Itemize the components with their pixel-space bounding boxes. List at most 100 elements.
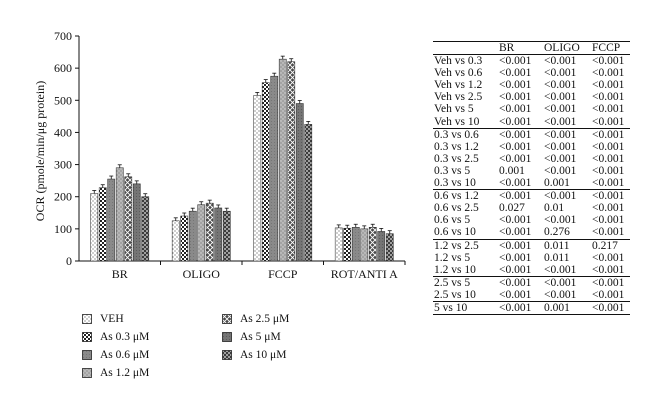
- comparison-cell: Veh vs 1.2: [434, 79, 483, 92]
- legend-label: As 10 μM: [240, 349, 287, 361]
- table-row: 5 vs 10 <0.001 0.001 <0.001: [433, 301, 630, 314]
- pvalue-cell: <0.001: [499, 239, 532, 252]
- pvalue-cell: 0.001: [544, 301, 570, 314]
- pvalue-cell: <0.001: [499, 251, 532, 264]
- bar: [197, 204, 206, 262]
- pvalue-cell: <0.001: [499, 103, 532, 116]
- comparison-cell: 1.2 vs 5: [434, 251, 471, 264]
- x-tick-label: ROT/ANTI A: [331, 267, 398, 281]
- pvalue-cell: <0.001: [592, 67, 625, 80]
- bar: [132, 183, 141, 262]
- comparison-cell: 5 vs 10: [434, 301, 468, 314]
- comparison-cell: 0.3 vs 0.6: [434, 128, 479, 141]
- table-row: 1.2 vs 10 <0.001 <0.001 <0.001: [433, 264, 630, 277]
- table-row: 2.5 vs 10 <0.001 <0.001 <0.001: [433, 289, 630, 302]
- comparison-cell: 2.5 vs 10: [434, 288, 476, 301]
- comparison-cell: 2.5 vs 5: [434, 276, 471, 289]
- bar: [98, 187, 107, 262]
- pvalue-cell: <0.001: [592, 103, 625, 116]
- legend-label: As 0.6 μM: [100, 349, 150, 361]
- legend-label: As 0.3 μM: [100, 331, 150, 343]
- table-row: Veh vs 2.5 <0.001 <0.001 <0.001: [433, 91, 630, 103]
- bar: [188, 210, 197, 262]
- comparison-cell: 1.2 vs 2.5: [434, 239, 479, 252]
- y-tick-label: 300: [54, 158, 72, 172]
- pvalue-cell: <0.001: [544, 263, 577, 276]
- table-row: 0.3 vs 0.6 <0.001 <0.001 <0.001: [433, 128, 630, 141]
- legend-item: As 10 μM: [222, 348, 286, 362]
- pvalue-cell: <0.001: [544, 115, 577, 128]
- legend-swatch: [82, 350, 92, 360]
- pvalue-cell: <0.001: [592, 55, 625, 68]
- bar: [368, 227, 377, 262]
- pvalue-cell: <0.001: [592, 140, 625, 153]
- pvalue-cell: <0.001: [592, 301, 625, 314]
- table-group: 0.3 vs 0.6 <0.001 <0.001 <0.001 0.3 vs 1.2 <0…: [433, 128, 630, 190]
- comparison-cell: 0.6 vs 1.2: [434, 190, 479, 203]
- bar: [287, 61, 296, 262]
- table-header-fccp: FCCP: [592, 42, 621, 54]
- legend-swatch: [82, 368, 92, 378]
- pvalue-cell: <0.001: [592, 263, 625, 276]
- pvalue-cell: <0.001: [544, 79, 577, 92]
- pvalue-cell: <0.001: [499, 115, 532, 128]
- chart-axes: 0 100 200 300 400 500 600 700 BR OLIGO FCCP ROT/ANT…: [54, 29, 406, 281]
- table-group: 1.2 vs 2.5 <0.001 0.011 0.217 1.2 vs 5 <0.001…: [433, 239, 630, 277]
- legend-item: As 1.2 μM: [82, 366, 149, 380]
- table-header-oligo: OLIGO: [544, 42, 580, 54]
- x-tick-label: BR: [112, 267, 128, 281]
- legend-label: As 2.5 μM: [240, 313, 290, 325]
- table-group: 0.6 vs 1.2 <0.001 <0.001 <0.001 0.6 vs 2.5 0.…: [433, 190, 630, 239]
- table-row: 0.3 vs 2.5 <0.001 <0.001 <0.001: [433, 153, 630, 165]
- pvalue-cell: <0.001: [499, 214, 532, 227]
- pvalue-cell: 0.027: [499, 202, 525, 215]
- pvalue-cell: <0.001: [592, 177, 625, 190]
- comparison-cell: 1.2 vs 10: [434, 263, 476, 276]
- pvalue-cell: <0.001: [592, 79, 625, 92]
- y-tick-label: 400: [54, 125, 72, 139]
- pvalue-cell: <0.001: [544, 140, 577, 153]
- table-row: 0.6 vs 5 <0.001 <0.001 <0.001: [433, 214, 630, 226]
- pvalue-cell: <0.001: [499, 128, 532, 141]
- bar: [360, 228, 369, 262]
- pvalue-cell: 0.011: [544, 239, 570, 252]
- chart-bars: [90, 55, 394, 262]
- legend-item: As 2.5 μM: [222, 312, 289, 326]
- pvalue-cell: <0.001: [592, 164, 625, 177]
- pvalue-cell: <0.001: [592, 288, 625, 301]
- comparison-cell: 0.6 vs 5: [434, 214, 471, 227]
- legend-swatch: [222, 332, 232, 342]
- pvalue-cell: 0.001: [499, 164, 525, 177]
- legend-item: VEH: [82, 312, 124, 326]
- bar: [107, 178, 116, 262]
- legend-swatch: [222, 350, 232, 360]
- pvalue-cell: <0.001: [592, 214, 625, 227]
- table-group: Veh vs 0.3 <0.001 <0.001 <0.001 Veh vs 0.6 <0…: [433, 55, 630, 129]
- comparison-cell: Veh vs 5: [434, 103, 474, 116]
- pvalue-cell: <0.001: [499, 276, 532, 289]
- table-row: 0.3 vs 10 <0.001 0.001 <0.001: [433, 177, 630, 190]
- pvalue-cell: <0.001: [592, 128, 625, 141]
- bar: [171, 220, 180, 262]
- bar: [222, 210, 231, 262]
- legend-item: As 5 μM: [222, 330, 281, 344]
- comparison-cell: 0.3 vs 2.5: [434, 152, 479, 165]
- pvalue-cell: <0.001: [499, 177, 532, 190]
- pvalue-cell: 0.217: [592, 239, 618, 252]
- bar: [351, 227, 360, 262]
- pvalue-cell: <0.001: [499, 91, 532, 104]
- table-row: 0.6 vs 1.2 <0.001 <0.001 <0.001: [433, 190, 630, 203]
- pvalue-cell: <0.001: [499, 79, 532, 92]
- bar: [295, 103, 304, 262]
- bar: [385, 233, 394, 262]
- pvalue-cell: <0.001: [592, 91, 625, 104]
- legend-label: As 5 μM: [240, 331, 281, 343]
- legend-item: As 0.3 μM: [82, 330, 149, 344]
- pvalue-cell: <0.001: [499, 152, 532, 165]
- table-row: Veh vs 0.6 <0.001 <0.001 <0.001: [433, 67, 630, 79]
- pvalue-cell: <0.001: [592, 251, 625, 264]
- bar: [141, 196, 150, 262]
- table-group: 5 vs 10 <0.001 0.001 <0.001: [433, 301, 630, 315]
- comparison-cell: 0.3 vs 10: [434, 177, 476, 190]
- comparison-cell: Veh vs 10: [434, 115, 480, 128]
